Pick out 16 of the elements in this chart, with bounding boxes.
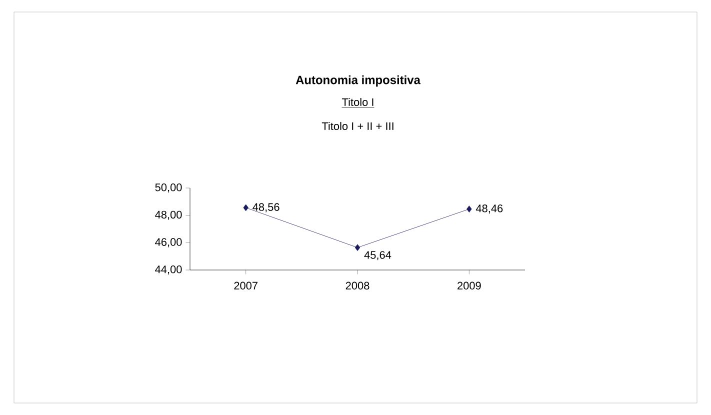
- x-tick-label: 2007: [234, 282, 258, 290]
- x-tick-label: 2008: [346, 282, 370, 290]
- text: Titolo I + II + III: [322, 122, 394, 130]
- chart-subtitle: Titolo I: [342, 98, 374, 106]
- y-tick-label: 50,00: [155, 183, 182, 193]
- y-tick-label: 48,00: [155, 210, 182, 220]
- point: [466, 206, 472, 212]
- y-tick-label: 46,00: [155, 238, 182, 248]
- point: [354, 244, 360, 251]
- data-label: 48,56: [252, 203, 280, 212]
- chart-title: Autonomia impositiva: [296, 75, 421, 87]
- y-tick-label: 44,00: [155, 265, 182, 275]
- data-label: 48,46: [476, 204, 503, 214]
- x-tick-label: 2009: [458, 282, 481, 290]
- point: [243, 204, 248, 212]
- data-label: 45,64: [364, 251, 392, 260]
